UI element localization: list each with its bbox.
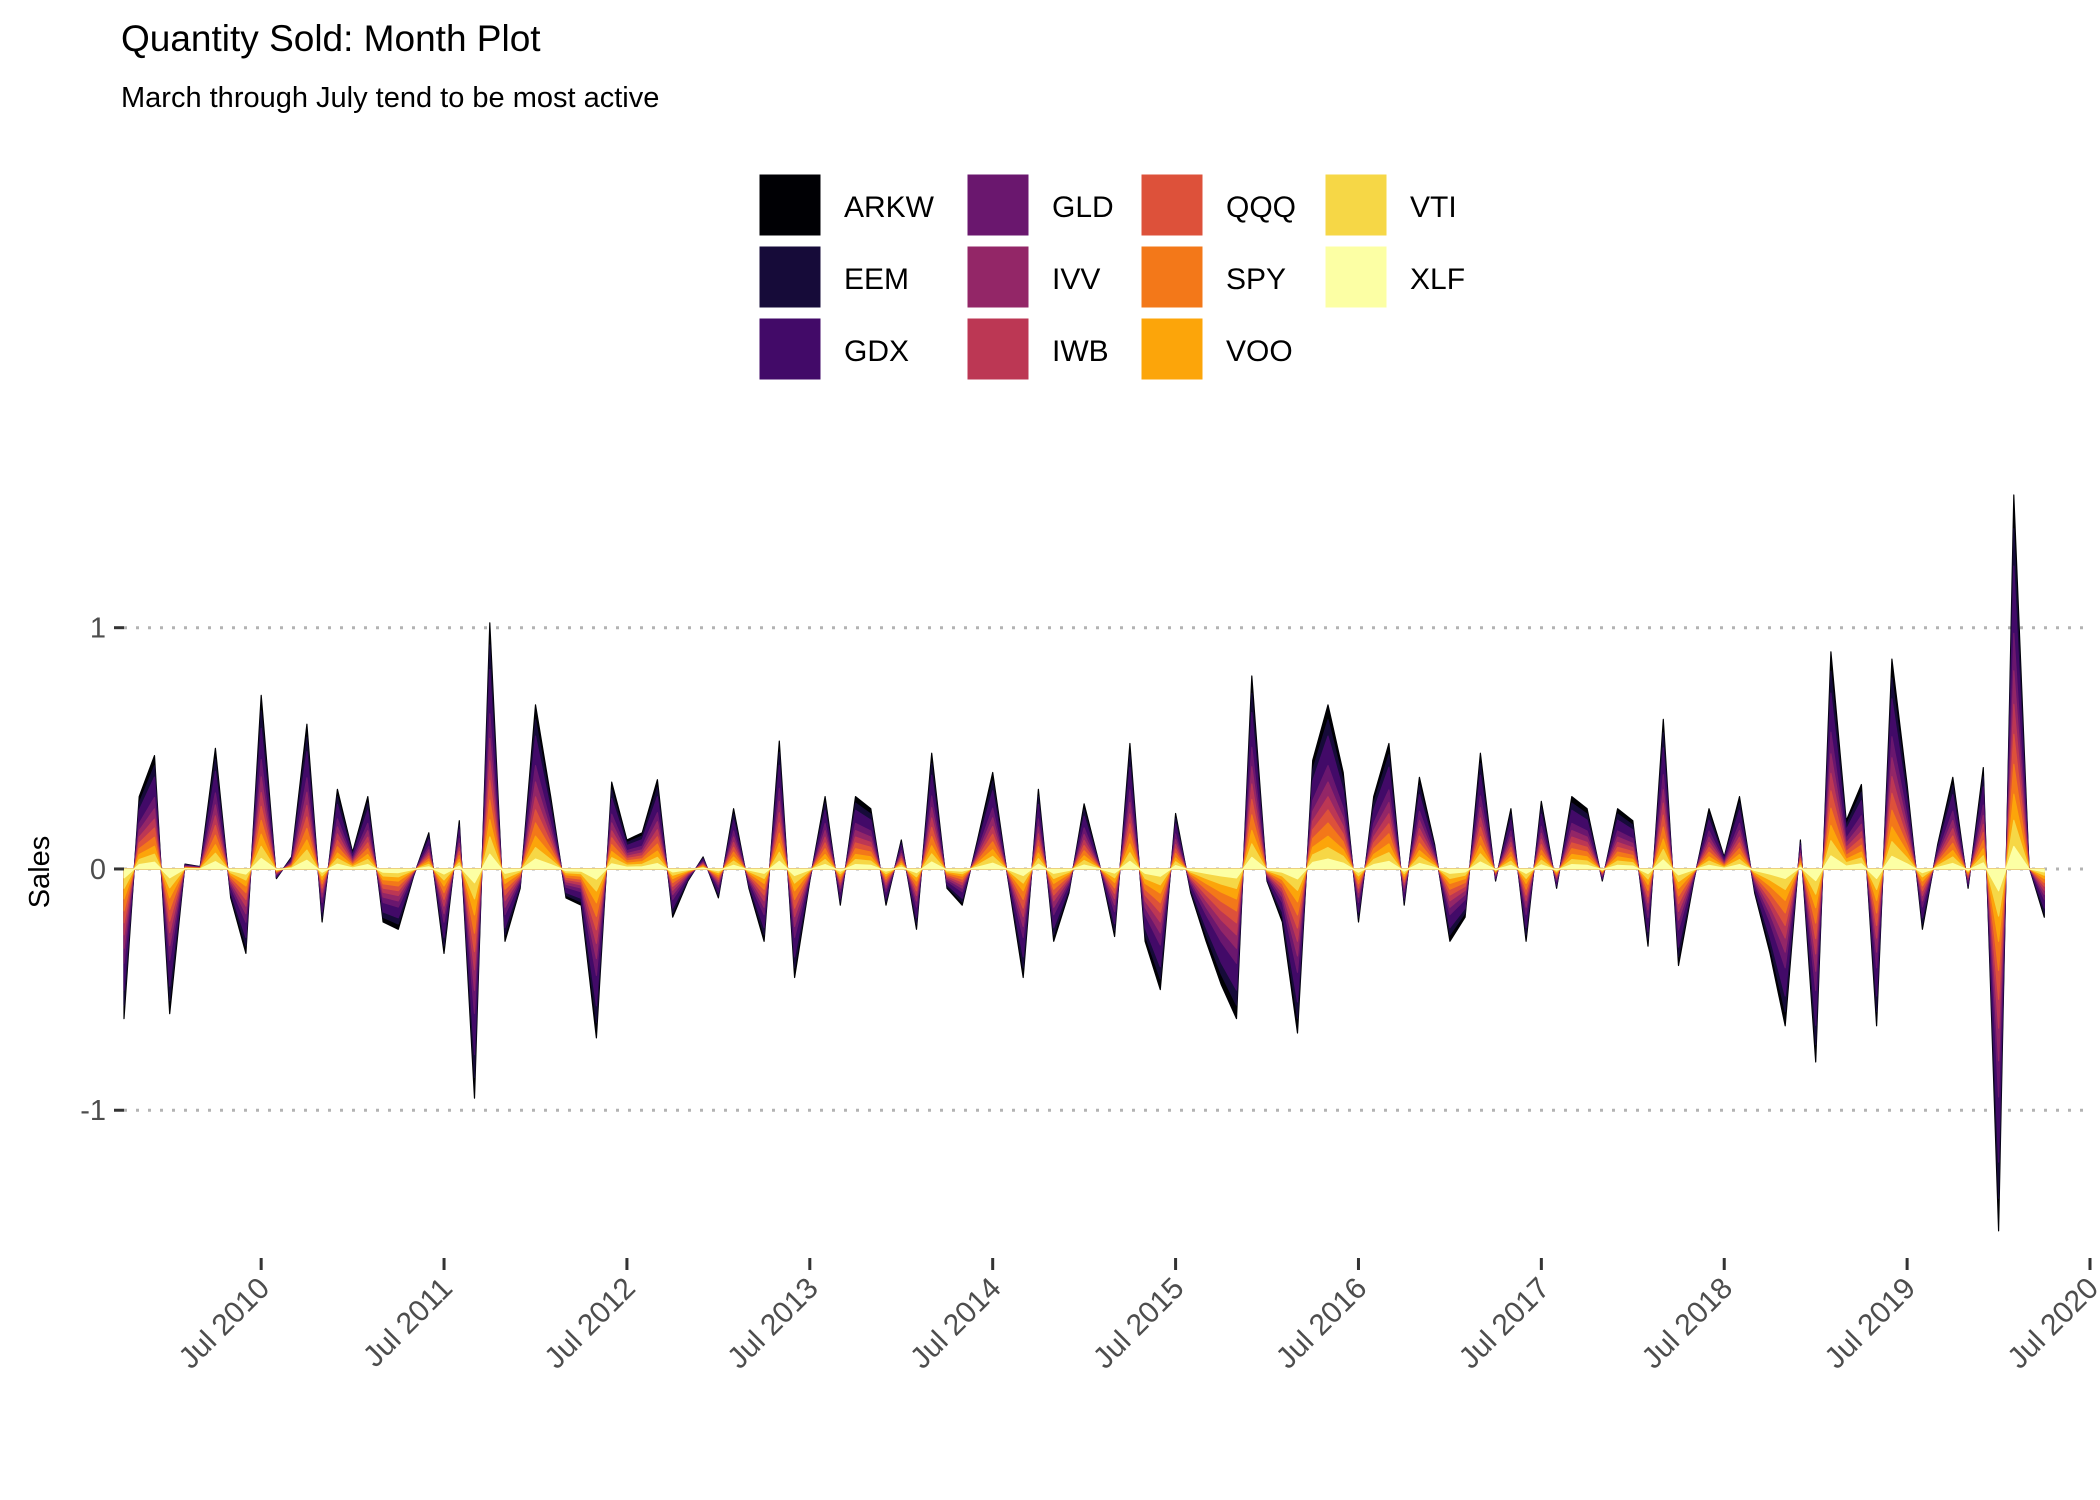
legend-label: QQQ [1226,191,1296,224]
legend-item-gld: GLD [964,171,1114,239]
legend-label: GLD [1052,191,1114,224]
x-tick-label-2: Jul 2012 [538,1272,642,1376]
legend-swatch [1138,315,1206,383]
legend-label: VTI [1410,191,1457,224]
x-tick-label-10: Jul 2020 [2001,1272,2100,1376]
legend-label: EEM [844,263,909,296]
x-tick-label-5: Jul 2015 [1087,1272,1191,1376]
legend-label: SPY [1226,263,1286,296]
legend-item-iwb: IWB [964,315,1109,383]
legend-swatch [756,315,824,383]
area-xlf [123,845,2045,892]
x-tick-label-6: Jul 2016 [1270,1272,1374,1376]
legend-item-vti: VTI [1322,171,1457,239]
legend-item-eem: EEM [756,243,909,311]
x-tick-label-9: Jul 2019 [1819,1272,1923,1376]
legend-item-xlf: XLF [1322,243,1465,311]
y-tick-label-2: -1 [80,1095,106,1127]
legend-label: IVV [1052,263,1100,296]
legend-swatch [1322,243,1390,311]
x-tick-label-0: Jul 2010 [173,1272,277,1376]
legend-label: VOO [1226,335,1293,368]
legend-label: XLF [1410,263,1465,296]
legend-item-gdx: GDX [756,315,909,383]
y-axis: 1 0 -1 [80,613,124,1127]
x-tick-label-7: Jul 2017 [1453,1272,1557,1376]
legend-label: ARKW [844,191,935,224]
legend-swatch [1138,243,1206,311]
legend-swatch [964,315,1032,383]
legend-swatch [756,243,824,311]
legend-item-voo: VOO [1138,315,1293,383]
chart-title: Quantity Sold: Month Plot [121,18,541,59]
legend-swatch [756,171,824,239]
y-tick-label-1: 0 [90,854,106,886]
legend-item-spy: SPY [1138,243,1286,311]
y-axis-label: Sales [24,835,56,909]
legend-swatch [964,171,1032,239]
legend-item-ivv: IVV [964,243,1100,311]
legend: ARKW EEM GDX GLD IVV IWB QQQ SPY VOO VTI XLF [756,171,1465,383]
legend-swatch [964,243,1032,311]
legend-swatch [1138,171,1206,239]
x-tick-label-8: Jul 2018 [1636,1272,1740,1376]
x-tick-label-3: Jul 2013 [721,1272,825,1376]
x-axis: Jul 2010 Jul 2011 Jul 2012 Jul 2013 Jul 2014… [173,1258,2100,1375]
x-tick-label-1: Jul 2011 [357,1272,459,1374]
legend-item-arkw: ARKW [756,171,935,239]
area-stack [123,494,2045,1232]
y-tick-label-0: 1 [90,613,106,645]
legend-swatch [1322,171,1390,239]
legend-item-qqq: QQQ [1138,171,1296,239]
x-tick-label-4: Jul 2014 [904,1272,1008,1376]
legend-label: GDX [844,335,909,368]
legend-label: IWB [1052,335,1109,368]
chart-subtitle: March through July tend to be most activ… [121,82,660,114]
